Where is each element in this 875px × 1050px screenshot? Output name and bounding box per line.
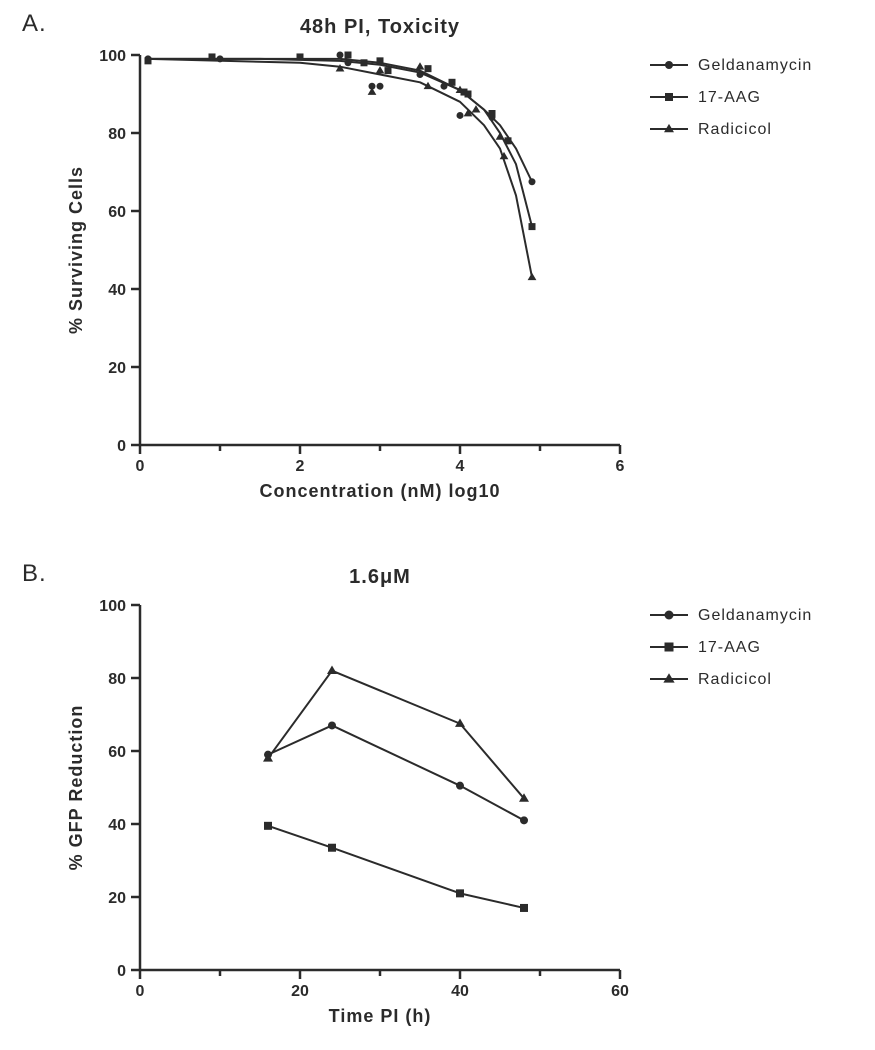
series-line-geldanamycin (268, 725, 524, 820)
series-line-17-aag (148, 59, 532, 227)
svg-text:60: 60 (611, 983, 629, 1000)
svg-text:48h PI, Toxicity: 48h PI, Toxicity (300, 16, 460, 38)
chart-b: 1.6μM 0 20 40 60 0 20 40 60 80 100 Time PI (h) % GFP… (0, 540, 875, 1050)
svg-text:20: 20 (108, 360, 126, 377)
svg-text:0: 0 (117, 963, 126, 980)
svg-text:40: 40 (451, 983, 469, 1000)
svg-text:0: 0 (117, 438, 126, 455)
svg-text:0: 0 (136, 458, 145, 475)
svg-text:40: 40 (108, 282, 126, 299)
svg-text:60: 60 (108, 744, 126, 761)
legend-item-radicicol: Radicicol (698, 121, 772, 138)
svg-text:Time PI (h): Time PI (h) (329, 1006, 432, 1026)
legend-item-17-aag: 17-AAG (698, 89, 761, 106)
svg-text:80: 80 (108, 126, 126, 143)
svg-text:20: 20 (291, 983, 309, 1000)
svg-text:40: 40 (108, 817, 126, 834)
series-line-geldanamycin (148, 59, 532, 182)
legend-item-radicicol: Radicicol (698, 671, 772, 688)
svg-text:2: 2 (296, 458, 305, 475)
svg-text:4: 4 (456, 458, 465, 475)
svg-text:100: 100 (99, 48, 126, 65)
chart-a: 48h PI, Toxicity0246020406080100Concentr… (0, 0, 875, 540)
svg-text:% GFP Reduction: % GFP Reduction (66, 705, 86, 871)
series-line-17-aag (268, 826, 524, 908)
series-line-radicicol (268, 671, 524, 799)
svg-text:80: 80 (108, 671, 126, 688)
legend-item-geldanamycin: Geldanamycin (698, 57, 812, 74)
series-line-radicicol (148, 59, 532, 277)
svg-text:0: 0 (136, 983, 145, 1000)
legend-item-17-aag: 17-AAG (698, 639, 761, 656)
svg-text:% Surviving Cells: % Surviving Cells (66, 166, 86, 334)
svg-text:60: 60 (108, 204, 126, 221)
svg-text:1.6μM: 1.6μM (349, 566, 411, 588)
svg-text:6: 6 (616, 458, 625, 475)
legend-item-geldanamycin: Geldanamycin (698, 607, 812, 624)
svg-text:100: 100 (99, 598, 126, 615)
svg-text:20: 20 (108, 890, 126, 907)
svg-text:Concentration (nM) log10: Concentration (nM) log10 (260, 481, 501, 501)
